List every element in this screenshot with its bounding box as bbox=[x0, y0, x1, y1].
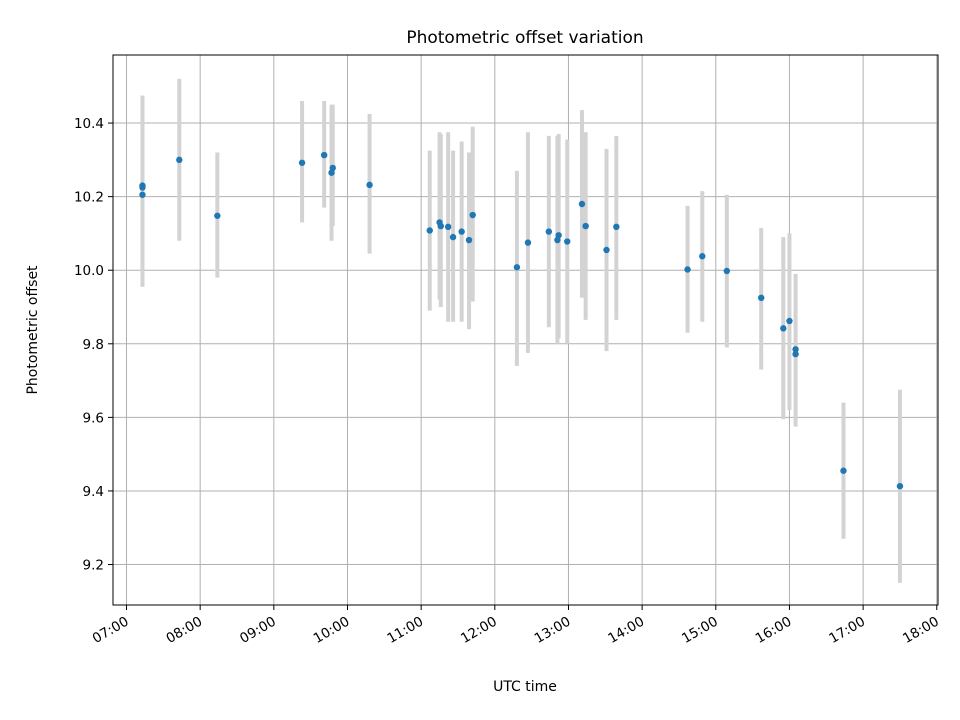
data-point bbox=[840, 467, 847, 474]
y-axis-label: Photometric offset bbox=[25, 265, 41, 395]
data-point bbox=[469, 211, 476, 219]
x-tick-label: 15:00 bbox=[679, 614, 721, 647]
y-tick-label: 9.4 bbox=[83, 484, 104, 500]
data-point bbox=[176, 156, 183, 164]
data-point bbox=[780, 325, 787, 332]
y-tick-label: 9.8 bbox=[83, 337, 104, 353]
x-tick-label: 07:00 bbox=[90, 614, 132, 647]
data-point bbox=[564, 238, 571, 245]
data-point bbox=[298, 159, 306, 166]
data-point bbox=[214, 212, 221, 219]
data-point bbox=[458, 228, 465, 235]
x-axis-ticks: 07:00 08:00 09:00 10:00 11:00 12:00 13:00 14:00… bbox=[90, 605, 942, 647]
x-tick-label: 12:00 bbox=[458, 614, 500, 647]
data-point bbox=[465, 236, 473, 244]
x-tick-label: 08:00 bbox=[163, 614, 205, 647]
data-point bbox=[437, 222, 444, 230]
data-point bbox=[582, 222, 589, 230]
x-tick-label: 10:00 bbox=[311, 614, 353, 647]
data-point bbox=[328, 169, 335, 176]
x-tick-label: 13:00 bbox=[532, 614, 574, 647]
data-point bbox=[545, 228, 553, 235]
plot-area: 07:00 08:00 09:00 10:00 11:00 12:00 13:00 14:00… bbox=[74, 54, 942, 647]
data-point bbox=[578, 200, 586, 208]
data-point bbox=[786, 317, 793, 325]
x-tick-label: 14:00 bbox=[605, 614, 647, 647]
data-point bbox=[320, 151, 328, 159]
x-axis-label: UTC time bbox=[493, 679, 557, 695]
x-tick-label: 17:00 bbox=[826, 614, 868, 647]
y-tick-label: 10.2 bbox=[74, 190, 104, 206]
data-points bbox=[139, 151, 904, 490]
data-point bbox=[555, 232, 562, 239]
x-tick-label: 18:00 bbox=[900, 614, 942, 647]
data-point bbox=[444, 223, 452, 231]
data-point bbox=[426, 227, 433, 234]
data-point bbox=[524, 239, 532, 246]
data-point bbox=[758, 294, 765, 302]
data-point bbox=[449, 233, 457, 241]
data-point bbox=[554, 236, 561, 244]
x-tick-label: 11:00 bbox=[384, 614, 426, 647]
data-point bbox=[896, 482, 904, 490]
data-point bbox=[613, 223, 620, 231]
plot-background bbox=[113, 55, 938, 605]
y-axis-ticks: 9.2 9.4 9.6 9.8 10.0 10.2 10.4 bbox=[74, 116, 113, 574]
y-tick-label: 9.2 bbox=[83, 558, 104, 574]
plot-frame bbox=[112, 54, 939, 606]
chart-title: Photometric offset variation bbox=[406, 28, 643, 48]
data-point bbox=[139, 184, 146, 191]
data-point bbox=[513, 264, 521, 271]
x-tick-label: 09:00 bbox=[237, 614, 279, 647]
y-tick-label: 10.4 bbox=[74, 116, 104, 132]
data-point bbox=[139, 191, 146, 198]
data-point bbox=[792, 346, 799, 353]
x-tick-label: 16:00 bbox=[753, 614, 795, 647]
data-point bbox=[366, 181, 373, 189]
data-point bbox=[792, 350, 799, 358]
y-tick-label: 9.6 bbox=[83, 410, 104, 426]
data-point bbox=[329, 164, 336, 172]
y-tick-label: 10.0 bbox=[74, 263, 104, 279]
data-point bbox=[603, 246, 610, 254]
data-point bbox=[723, 267, 731, 275]
data-point bbox=[699, 253, 706, 260]
grid bbox=[113, 55, 938, 605]
data-point bbox=[684, 266, 691, 273]
